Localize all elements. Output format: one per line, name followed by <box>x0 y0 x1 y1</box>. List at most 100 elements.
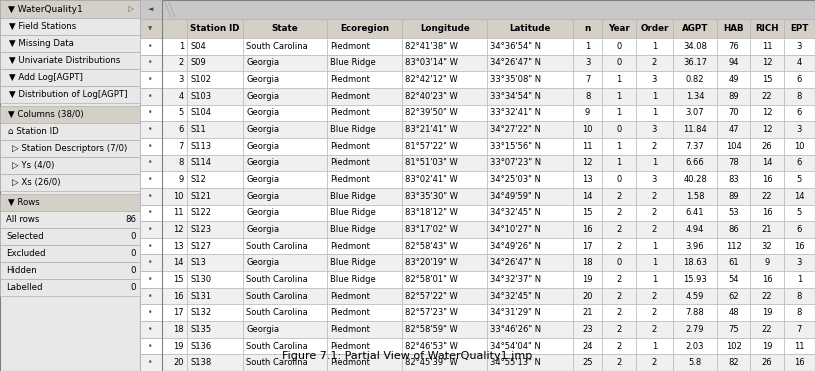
Bar <box>573 271 602 288</box>
Bar <box>402 288 487 304</box>
Bar <box>0 123 140 140</box>
Bar <box>140 171 162 188</box>
Text: 19: 19 <box>174 342 184 351</box>
Text: S131: S131 <box>190 292 211 301</box>
Bar <box>487 238 573 255</box>
Text: •: • <box>148 209 152 217</box>
Text: ▼ Missing Data: ▼ Missing Data <box>9 39 74 48</box>
Text: 8: 8 <box>797 292 802 301</box>
Bar <box>0 194 140 211</box>
Bar <box>162 188 187 204</box>
Text: •: • <box>148 59 152 68</box>
Text: 1: 1 <box>652 342 657 351</box>
Text: 11: 11 <box>174 209 184 217</box>
Text: S132: S132 <box>190 308 211 317</box>
Text: •: • <box>148 342 152 351</box>
Bar <box>673 171 717 188</box>
Bar <box>327 88 402 105</box>
Text: EPT: EPT <box>791 24 808 33</box>
Text: S11: S11 <box>190 125 205 134</box>
Text: Piedmont: Piedmont <box>330 42 370 51</box>
Text: 2: 2 <box>616 358 622 367</box>
Text: Year: Year <box>608 24 630 33</box>
Bar <box>673 338 717 354</box>
Text: ▼ Columns (38/0): ▼ Columns (38/0) <box>8 110 84 119</box>
Text: 2: 2 <box>652 59 657 68</box>
Text: 4: 4 <box>797 59 802 68</box>
Text: Blue Ridge: Blue Ridge <box>330 192 376 201</box>
Text: 8: 8 <box>178 158 184 167</box>
Text: 34°49'59" N: 34°49'59" N <box>491 192 541 201</box>
Text: 82°57'23" W: 82°57'23" W <box>405 308 458 317</box>
Bar <box>140 271 162 288</box>
Text: 83°02'41" W: 83°02'41" W <box>405 175 458 184</box>
Bar <box>140 354 162 371</box>
Text: Excluded: Excluded <box>6 249 46 258</box>
Bar <box>784 121 815 138</box>
Text: 2: 2 <box>616 325 622 334</box>
Bar <box>717 288 751 304</box>
Bar <box>0 18 140 35</box>
Text: 34°26'47" N: 34°26'47" N <box>491 258 541 267</box>
Bar <box>327 204 402 221</box>
Text: 10: 10 <box>174 192 184 201</box>
Text: 16: 16 <box>762 275 773 284</box>
Text: 16: 16 <box>762 209 773 217</box>
Text: 82°42'12" W: 82°42'12" W <box>405 75 457 84</box>
Text: 18.63: 18.63 <box>683 258 707 267</box>
Bar <box>636 304 673 321</box>
Text: 48: 48 <box>729 308 739 317</box>
Bar <box>602 204 636 221</box>
Bar <box>487 121 573 138</box>
Bar <box>602 354 636 371</box>
Bar <box>717 88 751 105</box>
Text: 2: 2 <box>616 225 622 234</box>
Bar <box>636 19 673 38</box>
Bar <box>602 19 636 38</box>
Bar <box>784 71 815 88</box>
Bar <box>0 140 140 157</box>
Text: 1: 1 <box>178 42 184 51</box>
Bar <box>751 38 784 55</box>
Bar <box>751 155 784 171</box>
Text: 54: 54 <box>729 275 739 284</box>
Bar <box>636 155 673 171</box>
Text: South Carolina: South Carolina <box>246 358 308 367</box>
Text: 83: 83 <box>729 175 739 184</box>
Bar <box>140 105 162 121</box>
Text: •: • <box>148 225 152 234</box>
Bar <box>402 171 487 188</box>
Bar <box>162 271 187 288</box>
Bar <box>244 138 327 155</box>
Bar <box>487 304 573 321</box>
Text: Piedmont: Piedmont <box>330 358 370 367</box>
Bar <box>573 38 602 55</box>
Bar <box>187 19 244 38</box>
Text: 81°51'03" W: 81°51'03" W <box>405 158 458 167</box>
Text: 1: 1 <box>652 275 657 284</box>
Text: 32: 32 <box>762 242 773 251</box>
Bar <box>751 188 784 204</box>
Text: 6: 6 <box>178 125 184 134</box>
Text: 7.88: 7.88 <box>685 308 704 317</box>
Text: 6: 6 <box>797 158 802 167</box>
Text: 0.82: 0.82 <box>685 75 704 84</box>
Bar <box>636 71 673 88</box>
Bar <box>140 255 162 271</box>
Bar <box>717 304 751 321</box>
Bar <box>784 204 815 221</box>
Bar <box>162 155 187 171</box>
Bar <box>487 255 573 271</box>
Bar <box>636 121 673 138</box>
Bar <box>162 0 815 371</box>
Bar <box>244 255 327 271</box>
Bar <box>784 19 815 38</box>
Text: 34.08: 34.08 <box>683 42 707 51</box>
Bar <box>0 0 140 371</box>
Bar <box>636 338 673 354</box>
Bar <box>602 238 636 255</box>
Bar <box>402 55 487 71</box>
Bar <box>717 38 751 55</box>
Text: S138: S138 <box>190 358 211 367</box>
Bar <box>487 71 573 88</box>
